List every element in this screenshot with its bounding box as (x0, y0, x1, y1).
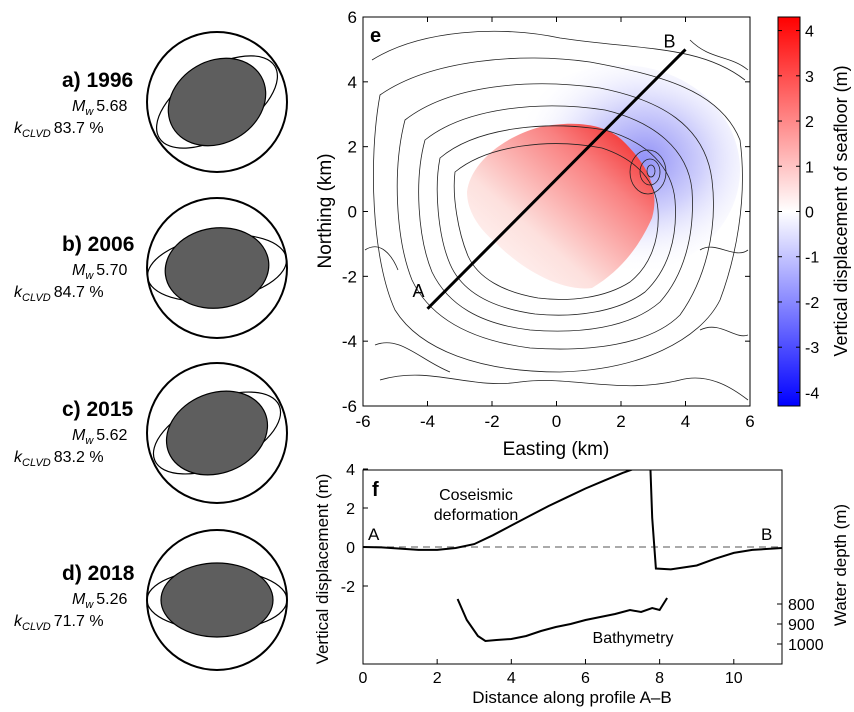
event-mw: Mw 5.68 (72, 98, 128, 118)
profile-x-tick-label: 4 (507, 670, 516, 687)
map-y-ticks: -6 -4 -2 0 2 4 6 (342, 8, 750, 416)
event-1996: a) 1996 Mw 5.68 kCLVD 83.7 % (14, 31, 288, 173)
event-mw: Mw 5.26 (72, 591, 128, 611)
profile-line-AB (426, 48, 687, 310)
colorbar-tick-label: 1 (805, 159, 814, 176)
beachball-panels: a) 1996 Mw 5.68 kCLVD 83.7 % b) 2006 Mw 5.7… (14, 31, 288, 671)
displacement-field (364, 30, 749, 401)
profile-left-y-axis-label: Vertical displacement (m) (313, 474, 332, 665)
series-bathymetry (456, 597, 668, 643)
map-y-axis-label: Northing (km) (315, 153, 336, 268)
colorbar-tick-label: -1 (805, 250, 819, 267)
map-y-tick-label: 0 (348, 203, 357, 222)
beachball-2015 (146, 362, 288, 504)
map-y-tick-label: 6 (348, 8, 357, 27)
map-x-tick-label: -4 (420, 412, 435, 431)
colorbar-tick-label: 4 (805, 24, 814, 41)
bathymetry-contours (364, 30, 749, 401)
panel-f-profile: f Coseismic deformation Bathymetry A B 0… (313, 462, 850, 707)
event-kclvd: kCLVD 84.7 % (14, 284, 104, 304)
profile-end-label: B (664, 31, 676, 51)
colorbar-tick-label: 3 (805, 69, 814, 86)
colorbar-tick-label: 2 (805, 114, 814, 131)
profile-x-ticks: 0 2 4 6 8 10 (359, 659, 743, 687)
beachball-2018 (146, 529, 288, 671)
profile-x-axis-label: Distance along profile A–B (472, 688, 671, 707)
bathymetry-label: Bathymetry (593, 630, 674, 647)
series-coseismic-deformation (363, 470, 782, 571)
colorbar-tick-label: 0 (805, 205, 814, 222)
panel-e-map: e A B -6 -4 -2 0 2 4 6 -6 -4 -2 0 2 4 6 Easting (km)… (315, 8, 755, 460)
colorbar-tick-label: -4 (805, 385, 819, 402)
profile-B-label: B (761, 525, 772, 544)
deformation-label-line1: Coseismic (439, 487, 513, 504)
event-2006: b) 2006 Mw 5.70 kCLVD 84.7 % (14, 197, 288, 339)
event-title: d) 2018 (62, 562, 135, 585)
profile-left-tick-label: 4 (346, 462, 355, 479)
colorbar-tick-label: -3 (805, 340, 819, 357)
event-kclvd: kCLVD 83.2 % (14, 449, 104, 469)
event-mw: Mw 5.62 (72, 427, 128, 447)
event-mw: Mw 5.70 (72, 262, 128, 282)
map-x-tick-label: 4 (681, 412, 690, 431)
colorbar-label: Vertical displacement of seafloor (m) (831, 65, 851, 356)
panel-f-label: f (372, 479, 379, 501)
event-2015: c) 2015 Mw 5.62 kCLVD 83.2 % (14, 362, 288, 504)
map-y-tick-label: 4 (348, 73, 357, 92)
map-x-tick-label: -2 (484, 412, 499, 431)
colorbar-ticks: 4 3 2 1 0 -1 -2 -3 -4 (778, 24, 819, 402)
event-kclvd: kCLVD 83.7 % (14, 120, 104, 140)
map-x-tick-label: 0 (552, 412, 561, 431)
profile-right-y-axis-label: Water depth (m) (831, 504, 850, 626)
map-y-tick-label: -2 (342, 267, 357, 286)
profile-start-label: A (413, 281, 425, 301)
profile-left-tick-label: 0 (346, 540, 355, 557)
uplift-region (467, 123, 655, 289)
event-title: b) 2006 (62, 233, 134, 256)
colorbar-tick-label: -2 (805, 295, 819, 312)
profile-A-label: A (368, 525, 380, 544)
colorbar: 4 3 2 1 0 -1 -2 -3 -4 Vertical displacement of s… (777, 16, 851, 407)
profile-left-tick-label: 2 (346, 501, 355, 518)
beachball-1996 (146, 31, 288, 173)
profile-frame (362, 469, 783, 665)
profile-left-tick-label: -2 (341, 579, 355, 596)
map-y-tick-label: 2 (348, 138, 357, 157)
profile-x-tick-label: 10 (725, 670, 743, 687)
map-y-tick-label: -6 (342, 397, 357, 416)
panel-e-label: e (370, 25, 381, 47)
deformation-label-line2: deformation (434, 507, 519, 524)
map-x-tick-label: -6 (355, 412, 370, 431)
event-2018: d) 2018 Mw 5.26 kCLVD 71.7 % (14, 529, 288, 671)
map-x-axis-label: Easting (km) (503, 439, 610, 460)
profile-right-tick-label: 1000 (788, 637, 824, 654)
profile-x-tick-label: 8 (655, 670, 664, 687)
map-x-tick-label: 6 (745, 412, 754, 431)
profile-right-y-ticks: 800 900 1000 (777, 597, 824, 654)
map-x-ticks: -6 -4 -2 0 2 4 6 (355, 17, 755, 431)
event-kclvd: kCLVD 71.7 % (14, 613, 104, 633)
map-x-tick-label: 2 (616, 412, 625, 431)
profile-right-tick-label: 800 (788, 597, 815, 614)
beachball-2006 (146, 197, 288, 339)
profile-x-tick-label: 0 (359, 670, 368, 687)
profile-left-y-ticks: 4 2 0 -2 (341, 462, 368, 596)
event-title: a) 1996 (62, 69, 133, 92)
profile-x-tick-label: 2 (433, 670, 442, 687)
map-y-tick-label: -4 (342, 332, 357, 351)
profile-right-tick-label: 900 (788, 617, 815, 634)
profile-x-tick-label: 6 (581, 670, 590, 687)
event-title: c) 2015 (62, 398, 134, 421)
